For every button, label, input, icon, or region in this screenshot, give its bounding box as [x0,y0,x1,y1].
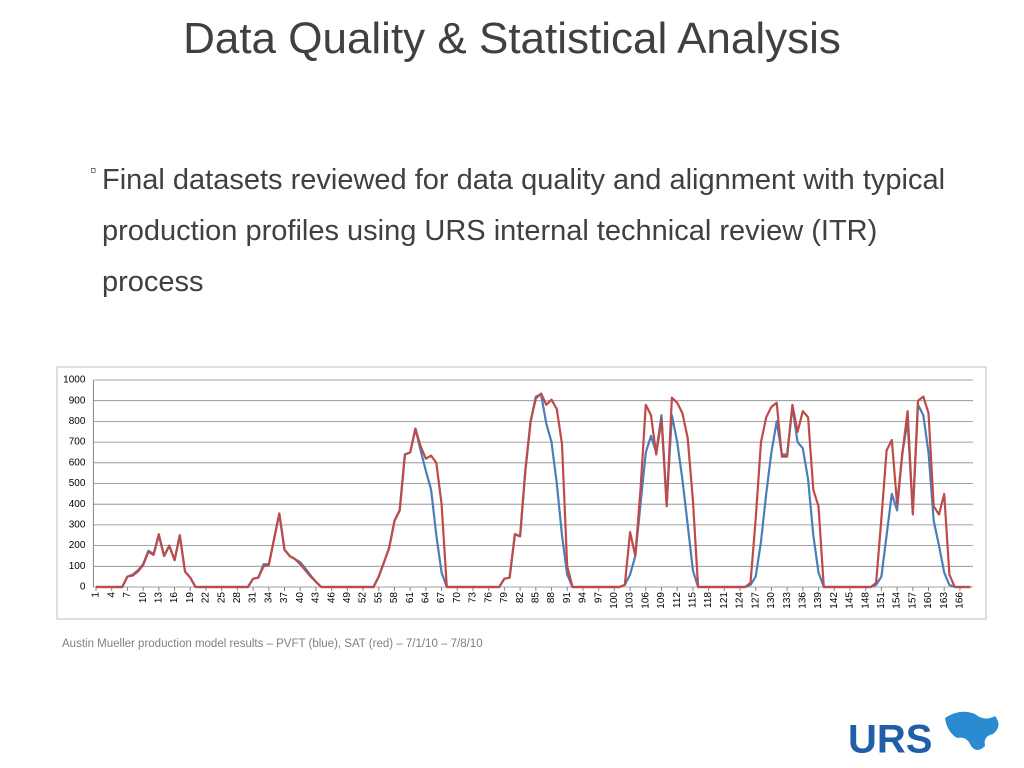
y-tick-label: 400 [69,499,86,510]
x-tick-label: 133 [782,592,793,609]
series-line [96,393,971,589]
y-tick-label: 500 [69,478,86,489]
slide-title: Data Quality & Statistical Analysis [183,14,841,63]
x-tick-label: 22 [201,592,212,604]
x-tick-label: 28 [232,592,243,604]
x-tick-label: 112 [672,592,683,608]
y-tick-label: 1000 [63,375,86,386]
x-tick-label: 61 [405,592,416,604]
x-tick-label: 166 [955,592,966,609]
x-tick-label: 97 [593,592,604,604]
x-tick-label: 58 [389,592,400,604]
x-tick-label: 40 [295,592,306,604]
logo: URS [848,711,999,762]
x-tick-label: 1 [91,592,102,598]
x-tick-label: 52 [358,592,369,604]
x-tick-label: 145 [845,592,856,609]
x-tick-label: 130 [766,592,777,609]
x-tick-label: 79 [499,592,510,604]
x-tick-label: 139 [813,592,824,609]
x-tick-label: 148 [860,592,871,609]
x-tick-label: 55 [373,592,384,604]
x-tick-label: 73 [468,592,479,604]
x-tick-label: 94 [578,592,589,604]
logo-globe [945,711,999,750]
x-tick-label: 10 [138,592,149,604]
x-tick-label: 100 [609,592,620,609]
x-tick-label: 127 [750,592,761,609]
x-tick-label: 142 [829,592,840,609]
x-tick-label: 109 [656,592,667,609]
y-tick-label: 900 [69,395,86,406]
x-tick-label: 160 [923,592,934,609]
x-tick-label: 16 [169,592,180,604]
caption: Austin Mueller production model results … [62,638,483,650]
x-tick-label: 124 [735,592,746,609]
x-tick-label: 64 [421,592,432,604]
x-tick-label: 34 [263,592,274,604]
x-tick-label: 82 [515,592,526,604]
bullet-marker: ▫ [90,160,97,180]
x-tick-label: 85 [530,592,541,604]
series-line [96,392,971,589]
x-tick-label: 25 [216,592,227,604]
bullet-text: Final datasets reviewed for data quality… [102,164,946,298]
x-tick-label: 121 [719,592,730,609]
x-tick-label: 157 [907,592,918,609]
x-tick-label: 115 [688,592,699,608]
x-tick-label: 91 [562,592,573,604]
y-tick-label: 0 [80,582,86,593]
x-tick-label: 13 [153,592,164,604]
y-tick-label: 300 [69,520,86,531]
y-tick-label: 200 [69,540,86,551]
y-tick-label: 800 [69,416,86,427]
x-tick-label: 151 [876,592,887,609]
x-tick-label: 49 [342,592,353,604]
x-tick-label: 106 [640,592,651,609]
x-tick-label: 163 [939,592,950,609]
x-tick-label: 70 [452,592,463,604]
y-tick-label: 600 [69,457,86,468]
x-tick-label: 43 [311,592,322,604]
x-tick-label: 88 [546,592,557,604]
x-tick-label: 103 [625,592,636,609]
x-tick-label: 67 [436,592,447,604]
x-tick-label: 4 [106,592,117,598]
x-tick-label: 19 [185,592,196,604]
y-tick-label: 700 [69,437,86,448]
x-tick-label: 76 [483,592,494,604]
x-tick-label: 46 [326,592,337,604]
x-tick-label: 7 [122,592,133,598]
y-tick-label: 100 [69,561,86,572]
x-tick-label: 31 [248,592,259,604]
x-tick-label: 37 [279,592,290,604]
x-tick-label: 118 [703,592,714,608]
chart-frame [56,366,987,620]
logo-text: URS [848,718,932,762]
x-tick-label: 136 [797,592,808,609]
x-tick-label: 154 [892,592,903,609]
